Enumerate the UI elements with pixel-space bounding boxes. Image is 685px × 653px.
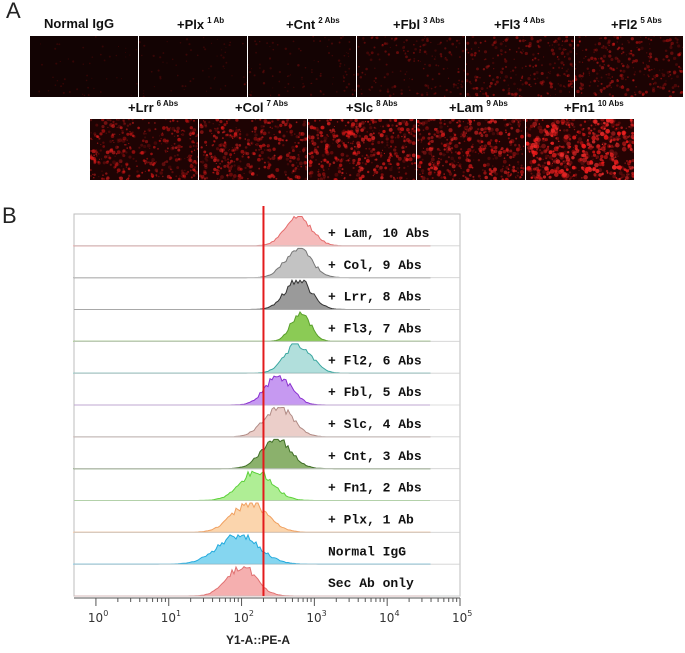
- x-tick-exponent: 3: [322, 609, 327, 618]
- micrograph-image: [417, 119, 525, 180]
- micrograph-tile: [30, 36, 138, 97]
- micrograph-image: [139, 36, 247, 97]
- micrograph-image: [248, 36, 356, 97]
- micrograph-label-count: 2 Abs: [318, 16, 340, 25]
- micrograph-image: [308, 119, 416, 180]
- histogram-label: + Fl3, 7 Abs: [328, 321, 422, 336]
- x-tick-label: 101: [161, 609, 181, 625]
- x-tick-label: 102: [234, 609, 254, 625]
- micrograph-label: +Fl2 5 Abs: [611, 16, 662, 32]
- x-tick-exponent: 5: [467, 609, 472, 618]
- micrograph-tile: [526, 119, 634, 180]
- histogram-label: + Fn1, 2 Abs: [328, 481, 422, 496]
- micrograph-image: [575, 36, 683, 97]
- x-tick-base: 10: [88, 611, 103, 625]
- micrograph-label-text: +Col: [235, 100, 264, 115]
- histogram-label: + Lam, 10 Abs: [328, 226, 430, 241]
- histogram-label: Sec Ab only: [328, 576, 414, 591]
- micrograph-label-count: 4 Abs: [523, 16, 545, 25]
- micrograph-label-text: +Fbl: [393, 17, 421, 32]
- micrograph-label-text: Normal IgG: [44, 16, 115, 31]
- micrograph-label: +Fn1 10 Abs: [564, 99, 624, 115]
- micrograph-label-count: 1 Ab: [207, 16, 225, 25]
- micrograph-label-text: +Fl3: [494, 17, 521, 32]
- micrograph-label: +Cnt 2 Abs: [286, 16, 340, 32]
- histogram-label: + Col, 9 Abs: [328, 258, 422, 273]
- micrograph-tile: [357, 36, 465, 97]
- micrograph-label-text: +Fn1: [564, 100, 595, 115]
- x-tick-base: 10: [234, 611, 249, 625]
- micrograph-image: [90, 119, 198, 180]
- micrograph-label-text: +Cnt: [286, 17, 316, 32]
- micrograph-label-text: +Slc: [346, 100, 374, 115]
- micrograph-label: +Lrr 6 Abs: [128, 99, 178, 115]
- micrograph-image: [30, 36, 138, 97]
- micrograph-tile: [466, 36, 574, 97]
- micrograph-image: [466, 36, 574, 97]
- micrograph-label: +Fl3 4 Abs: [494, 16, 545, 32]
- histogram-label: Normal IgG: [328, 544, 406, 559]
- panel-a-label: A: [6, 0, 21, 23]
- x-tick-exponent: 4: [394, 609, 399, 618]
- micrograph-label-count: 10 Abs: [597, 99, 624, 108]
- histogram-label: + Slc, 4 Abs: [328, 417, 422, 432]
- x-axis-title: Y1-A::PE-A: [226, 633, 290, 647]
- micrograph-tile: [199, 119, 307, 180]
- histogram-label: + Cnt, 3 Abs: [328, 449, 422, 464]
- micrograph-image: [199, 119, 307, 180]
- micrograph-label-text: +Fl2: [611, 17, 638, 32]
- micrograph-label-count: 5 Abs: [640, 16, 662, 25]
- micrograph-label-text: +Plx: [177, 17, 205, 32]
- micrograph-label-count: 3 Abs: [423, 16, 445, 25]
- histogram-label: + Fl2, 6 Abs: [328, 353, 422, 368]
- histogram-label: + Fbl, 5 Abs: [328, 385, 422, 400]
- micrograph-label-text: +Lrr: [128, 100, 154, 115]
- micrograph-label-count: 9 Abs: [486, 99, 508, 108]
- micrograph-label-count: 6 Abs: [156, 99, 179, 108]
- x-tick-base: 10: [379, 611, 394, 625]
- micrograph-tile: [575, 36, 683, 97]
- micrograph-tile: [90, 119, 198, 180]
- micrograph-tile: [417, 119, 525, 180]
- x-tick-base: 10: [452, 611, 467, 625]
- micrograph-label-text: +Lam: [449, 100, 484, 115]
- x-tick-base: 10: [306, 611, 321, 625]
- x-tick-label: 105: [452, 609, 472, 625]
- micrograph-label: +Lam 9 Abs: [449, 99, 508, 115]
- x-tick-base: 10: [161, 611, 176, 625]
- micrograph-label: +Plx 1 Ab: [177, 16, 224, 32]
- micrograph-tile: [308, 119, 416, 180]
- micrograph-label: +Fbl 3 Abs: [393, 16, 445, 32]
- x-tick-label: 100: [88, 609, 108, 625]
- micrograph-label: +Col 7 Abs: [235, 99, 288, 115]
- x-tick-label: 104: [379, 609, 399, 625]
- panel-b-label: B: [2, 203, 17, 228]
- micrograph-tile: [139, 36, 247, 97]
- histogram-label: + Lrr, 8 Abs: [328, 290, 422, 305]
- micrograph-label-count: 7 Abs: [266, 99, 289, 108]
- micrograph-image: [526, 119, 634, 180]
- micrograph-image: [357, 36, 465, 97]
- micrograph-label: +Slc 8 Abs: [346, 99, 398, 115]
- x-tick-exponent: 1: [176, 609, 181, 618]
- histogram-label: + Plx, 1 Ab: [328, 512, 414, 527]
- x-tick-label: 103: [306, 609, 326, 625]
- micrograph-label-count: 8 Abs: [376, 99, 398, 108]
- x-tick-exponent: 0: [103, 609, 108, 618]
- x-tick-exponent: 2: [249, 609, 254, 618]
- micrograph-tile: [248, 36, 356, 97]
- micrograph-label: Normal IgG: [44, 16, 114, 31]
